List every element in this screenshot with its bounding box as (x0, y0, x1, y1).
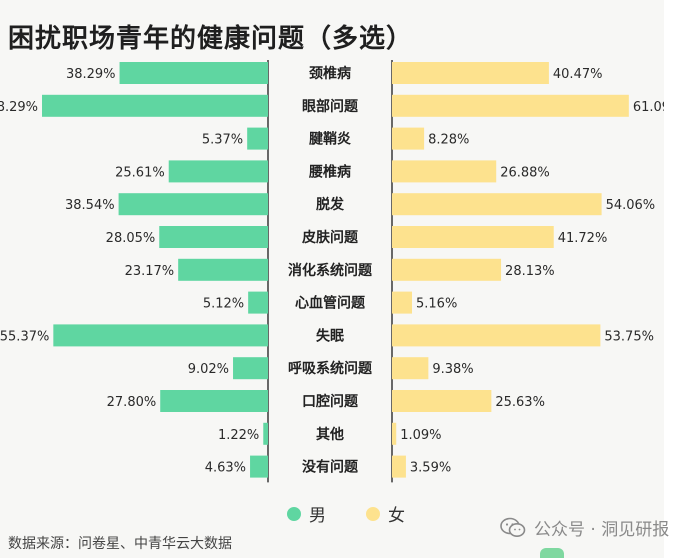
bar-female (392, 258, 502, 281)
data-label-female: 40.47% (553, 67, 603, 82)
bar-male (159, 226, 268, 248)
category-label: 口腔问题 (302, 393, 359, 410)
data-label-female: 26.88% (500, 165, 550, 180)
data-label-female: 28.13% (505, 264, 555, 279)
category-label: 皮肤问题 (301, 229, 359, 246)
data-label-male: 23.17% (125, 264, 175, 279)
bar-female (392, 390, 492, 412)
data-label-female: 3.59% (410, 461, 451, 476)
data-label-male: 25.61% (115, 165, 165, 180)
data-label-female: 54.06% (606, 198, 656, 213)
bar-male (118, 193, 269, 216)
bar-female (392, 291, 413, 314)
category-label: 眼部问题 (302, 98, 359, 115)
data-label-male: 58.29% (0, 100, 38, 115)
legend-label-male: 男 (309, 506, 326, 526)
legend-item-female: 女 (366, 501, 405, 526)
data-label-male: 38.29% (66, 67, 116, 82)
bar-male (247, 127, 268, 150)
bar-female (392, 357, 429, 380)
bar-female (392, 62, 549, 84)
chart-title: 困扰职场青年的健康问题（多选） (8, 24, 414, 54)
bar-female (392, 160, 497, 183)
page-margin (664, 0, 700, 558)
category-label: 腰椎病 (308, 163, 351, 180)
bar-male (160, 390, 268, 412)
butterfly-bar-chart: 38.29% 40.47% 颈椎病 58.29% 61.09% 眼部问题 5.37% 8.28… (0, 60, 664, 483)
category-label: 颈椎病 (308, 65, 351, 82)
legend-label-female: 女 (388, 506, 405, 526)
bar-female (392, 422, 397, 445)
bar-male (119, 62, 268, 84)
data-label-male: 38.54% (65, 198, 115, 213)
data-label-male: 4.63% (205, 461, 246, 476)
data-label-female: 5.16% (416, 297, 457, 312)
wechat-icon (500, 517, 526, 537)
bar-male (53, 324, 268, 347)
legend-swatch-female (366, 506, 380, 521)
chart-legend: 男 女 (287, 501, 445, 526)
category-label: 腱鞘炎 (309, 131, 351, 148)
data-label-female: 9.38% (432, 362, 473, 377)
category-label: 呼吸系统问题 (288, 360, 373, 377)
data-label-male: 5.37% (202, 133, 243, 148)
data-source-note: 数据来源：问卷星、中青华云大数据 (8, 536, 232, 552)
bar-female (392, 193, 602, 216)
bar-male (42, 94, 268, 117)
bar-male (263, 422, 268, 445)
bar-female (392, 226, 554, 248)
watermark-accent-shape (540, 548, 564, 558)
data-label-female: 61.09% (633, 100, 664, 115)
category-label: 心血管问题 (295, 295, 366, 312)
legend-item-male: 男 (287, 501, 326, 526)
bar-male (168, 160, 268, 183)
bar-male (178, 258, 268, 281)
category-label: 脱发 (316, 196, 345, 213)
data-label-male: 55.37% (0, 329, 49, 344)
category-label: 消化系统问题 (288, 262, 373, 279)
category-label: 没有问题 (302, 459, 359, 476)
category-label: 失眠 (316, 327, 344, 344)
bar-female (392, 455, 406, 478)
data-label-male: 1.22% (218, 428, 259, 443)
data-label-female: 41.72% (558, 231, 608, 246)
bar-male (233, 357, 268, 380)
category-label: 其他 (316, 426, 344, 443)
bar-female (392, 127, 425, 150)
watermark-text: 公众号 · 洞见研报 (534, 520, 670, 540)
legend-swatch-male (287, 506, 301, 521)
data-label-female: 25.63% (495, 395, 545, 410)
bar-male (250, 455, 268, 478)
data-label-female: 53.75% (604, 329, 654, 344)
data-label-male: 5.12% (203, 297, 244, 312)
data-label-female: 1.09% (400, 428, 441, 443)
chart-card (0, 0, 664, 558)
wechat-watermark: 公众号 · 洞见研报 (500, 515, 669, 540)
data-label-female: 8.28% (428, 133, 469, 148)
data-label-male: 28.05% (106, 231, 156, 246)
bar-male (248, 291, 268, 314)
bar-female (392, 324, 601, 347)
data-label-male: 9.02% (188, 362, 229, 377)
data-label-male: 27.80% (107, 395, 157, 410)
bar-female (392, 94, 629, 117)
